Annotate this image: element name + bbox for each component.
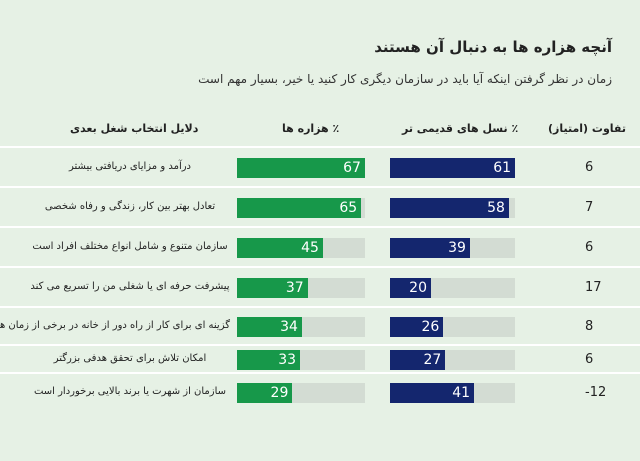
diff-value: 6 <box>585 352 594 367</box>
table-row: امکان تلاش برای تحقق هدفی بزرگتر 33 27 6 <box>0 344 640 374</box>
header-diff: تفاوت (امتیاز) <box>548 122 626 135</box>
millennials-bar: 45 <box>237 238 323 258</box>
millennials-bar: 37 <box>237 278 308 298</box>
chart-subtitle: زمان در نظر گرفتن اینکه آیا باید در سازم… <box>198 72 612 86</box>
reason-label: درآمد و مزایای دریافتی بیشتر <box>68 161 192 172</box>
older-track: 58 <box>390 198 515 218</box>
reason-label: سازمان از شهرت یا برند بالایی برخوردار ا… <box>33 386 227 397</box>
older-bar: 39 <box>390 238 470 258</box>
reason-label: پیشرفت حرفه ای یا شغلی من را تسریع می کن… <box>30 281 230 292</box>
table-row: پیشرفت حرفه ای یا شغلی من را تسریع می کن… <box>0 266 640 308</box>
reason-label: امکان تلاش برای تحقق هدفی بزرگتر <box>53 353 207 364</box>
header-older: ٪ نسل های قدیمی تر <box>402 122 519 135</box>
table-row: گزینه ای برای کار از راه دور از خانه در … <box>0 306 640 346</box>
millennials-track: 67 <box>237 158 365 178</box>
diff-value: 6 <box>585 240 594 255</box>
diff-value: -12 <box>585 385 607 400</box>
older-bar: 61 <box>390 158 516 178</box>
diff-value: 17 <box>585 280 602 295</box>
header-reason: دلایل انتخاب شغل بعدی <box>70 122 199 135</box>
older-track: 61 <box>390 158 516 178</box>
table-row: سازمان متنوع و شامل انواع مختلف افراد اس… <box>0 226 640 268</box>
older-bar: 58 <box>390 198 509 218</box>
reason-label: سازمان متنوع و شامل انواع مختلف افراد اس… <box>32 241 228 252</box>
older-track: 39 <box>390 238 515 258</box>
older-track: 27 <box>390 350 515 370</box>
diff-value: 6 <box>585 160 594 175</box>
millennials-track: 37 <box>237 278 365 298</box>
header-millennials: ٪ هزاره ها <box>282 122 340 135</box>
older-bar: 26 <box>390 317 444 337</box>
millennials-bar: 65 <box>237 198 362 218</box>
chart-title: آنچه هزاره ها به دنبال آن هستند <box>374 38 612 56</box>
reason-label: گزینه ای برای کار از راه دور از خانه در … <box>0 320 230 331</box>
millennials-track: 34 <box>237 317 365 337</box>
older-track: 20 <box>390 278 515 298</box>
older-bar: 20 <box>390 278 431 298</box>
older-bar: 27 <box>390 350 446 370</box>
diff-value: 8 <box>585 319 594 334</box>
millennials-bar: 33 <box>237 350 301 370</box>
millennials-track: 65 <box>237 198 365 218</box>
table-row: درآمد و مزایای دریافتی بیشتر 67 61 6 <box>0 146 640 188</box>
older-track: 26 <box>390 317 515 337</box>
table-row: سازمان از شهرت یا برند بالایی برخوردار ا… <box>0 372 640 412</box>
millennials-track: 29 <box>237 383 365 403</box>
reason-label: تعادل بهتر بین کار، زندگی و رفاه شخصی <box>44 201 216 212</box>
table-row: تعادل بهتر بین کار، زندگی و رفاه شخصی 65… <box>0 186 640 228</box>
millennials-track: 33 <box>237 350 365 370</box>
millennials-bar: 67 <box>237 158 365 178</box>
millennials-bar: 29 <box>237 383 293 403</box>
millennials-track: 45 <box>237 238 365 258</box>
diff-value: 7 <box>585 200 594 215</box>
older-bar: 41 <box>390 383 475 403</box>
older-track: 41 <box>390 383 515 403</box>
millennials-bar: 34 <box>237 317 302 337</box>
